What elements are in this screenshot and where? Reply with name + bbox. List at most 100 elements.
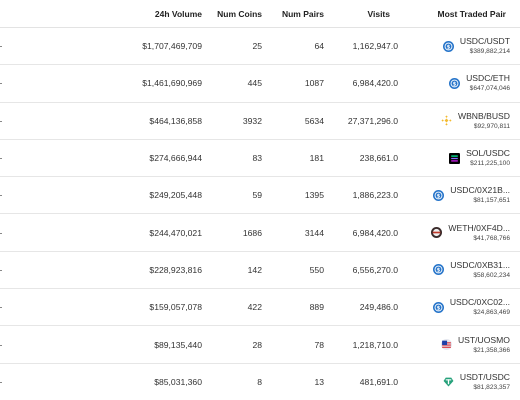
- table-row[interactable]: $85,031,360 8 13 481,691.0 USDT/USDC $81,823,…: [0, 364, 520, 400]
- pair-volume: $92,970,811: [473, 122, 510, 130]
- pair-volume: $81,823,357: [473, 383, 510, 391]
- exchange-table-body: $1,707,469,709 25 64 1,162,947.0 $ USDC/USDT $…: [0, 28, 520, 400]
- num-coins-cell: 3932: [242, 115, 262, 126]
- volume-cell: $85,031,360: [154, 376, 202, 387]
- row-edge-mark: [0, 344, 2, 346]
- num-pairs-cell: 64: [314, 41, 324, 52]
- most-traded-pair-cell[interactable]: $ USDC/USDT $389,882,214: [442, 36, 510, 56]
- usdc-icon: $: [442, 40, 454, 52]
- num-pairs-cell: 1395: [304, 190, 324, 201]
- weth-icon: [431, 227, 443, 239]
- num-coins-cell: 25: [252, 41, 262, 52]
- num-coins-cell: 8: [257, 376, 262, 387]
- table-row[interactable]: $159,057,078 422 889 249,486.0 $ USDC/0XC02..…: [0, 289, 520, 327]
- row-edge-mark: [0, 381, 2, 383]
- svg-text:$: $: [453, 81, 457, 87]
- pair-name[interactable]: USDC/0XB31...: [450, 259, 510, 270]
- row-edge-mark: [0, 195, 2, 197]
- volume-cell: $244,470,021: [149, 227, 202, 238]
- most-traded-pair-cell[interactable]: SOL/USDC $211,225,100: [449, 148, 510, 168]
- pair-name[interactable]: USDC/0XC02...: [449, 297, 510, 308]
- table-row[interactable]: $1,461,690,969 445 1087 6,984,420.0 $ USDC/ET…: [0, 65, 520, 103]
- most-traded-pair-cell[interactable]: WETH/0XF4D... $41,768,766: [431, 223, 510, 243]
- svg-text:$: $: [447, 44, 451, 50]
- pair-volume: $389,882,214: [469, 48, 510, 56]
- most-traded-pair-cell[interactable]: UST/UOSMO $21,358,366: [440, 334, 510, 355]
- row-edge-mark: [0, 232, 2, 234]
- svg-text:$: $: [437, 268, 441, 274]
- table-header: 24h Volume Num Coins Num Pairs Visits Mo…: [0, 0, 520, 28]
- visits-cell: 6,556,270.0: [352, 264, 398, 275]
- num-coins-cell: 142: [247, 264, 262, 275]
- row-edge-mark: [0, 83, 2, 85]
- column-header-visits[interactable]: Visits: [367, 9, 390, 19]
- pair-name[interactable]: SOL/USDC: [466, 148, 510, 159]
- pair-name[interactable]: WETH/0XF4D...: [448, 222, 510, 233]
- svg-text:$: $: [437, 193, 441, 199]
- visits-cell: 6,984,420.0: [352, 78, 398, 89]
- pair-name[interactable]: USDT/USDC: [459, 371, 510, 382]
- table-row[interactable]: $89,135,440 28 78 1,218,710.0 UST/UOSMO $21,3…: [0, 326, 520, 364]
- visits-cell: 1,218,710.0: [352, 339, 398, 350]
- num-pairs-cell: 5634: [304, 115, 324, 126]
- volume-cell: $159,057,078: [149, 302, 202, 313]
- pair-volume: $21,358,366: [473, 346, 510, 354]
- volume-cell: $228,923,816: [149, 264, 202, 275]
- most-traded-pair-cell[interactable]: USDT/USDC $81,823,357: [443, 372, 510, 392]
- volume-cell: $274,666,944: [149, 153, 202, 164]
- table-row[interactable]: $1,707,469,709 25 64 1,162,947.0 $ USDC/USDT $…: [0, 28, 520, 66]
- usdc-icon: $: [449, 77, 461, 89]
- pair-name[interactable]: USDC/USDT: [459, 36, 510, 47]
- most-traded-pair-cell[interactable]: $ USDC/ETH $647,074,046: [449, 73, 510, 93]
- solana-icon: [449, 152, 461, 164]
- num-coins-cell: 1686: [242, 227, 262, 238]
- pair-volume: $211,225,100: [470, 160, 510, 168]
- table-row[interactable]: $274,666,944 83 181 238,661.0 SOL/USDC $211,2…: [0, 140, 520, 178]
- column-header-pairs[interactable]: Num Pairs: [281, 9, 324, 19]
- num-pairs-cell: 13: [314, 376, 324, 387]
- volume-cell: $89,135,440: [154, 339, 202, 350]
- pair-name[interactable]: UST/UOSMO: [457, 334, 510, 345]
- ust-icon: [440, 339, 452, 351]
- row-edge-mark: [0, 46, 2, 48]
- visits-cell: 238,661.0: [359, 153, 398, 164]
- pair-name[interactable]: USDC/0X21B...: [450, 185, 510, 196]
- tether-icon: [443, 376, 454, 387]
- num-coins-cell: 83: [252, 153, 262, 164]
- most-traded-pair-cell[interactable]: $ USDC/0X21B... $81,157,651: [433, 185, 510, 205]
- column-header-volume[interactable]: 24h Volume: [154, 9, 202, 19]
- most-traded-pair-cell[interactable]: $ USDC/0XC02... $24,863,469: [432, 297, 510, 317]
- pair-volume: $24,863,469: [473, 309, 510, 317]
- svg-text:$: $: [437, 305, 441, 311]
- usdc-icon: $: [432, 301, 444, 313]
- pair-name[interactable]: WBNB/BUSD: [457, 110, 510, 121]
- row-edge-mark: [0, 269, 2, 271]
- row-edge-mark: [0, 158, 2, 160]
- table-row[interactable]: $249,205,448 59 1395 1,886,223.0 $ USDC/0X21B…: [0, 177, 520, 215]
- usdc-icon: $: [433, 189, 445, 201]
- table-row[interactable]: $228,923,816 142 550 6,556,270.0 $ USDC/0XB31…: [0, 252, 520, 290]
- pair-volume: $58,602,234: [473, 271, 510, 279]
- usdc-icon: $: [433, 264, 445, 276]
- column-header-most-traded-pair[interactable]: Most Traded Pair: [437, 9, 507, 19]
- pair-name[interactable]: USDC/ETH: [466, 73, 510, 84]
- pair-volume: $647,074,046: [469, 85, 510, 93]
- most-traded-pair-cell[interactable]: WBNB/BUSD $92,970,811: [441, 111, 510, 131]
- pair-volume: $81,157,651: [473, 197, 510, 205]
- num-pairs-cell: 3144: [304, 227, 324, 238]
- volume-cell: $249,205,448: [149, 190, 202, 201]
- visits-cell: 1,886,223.0: [352, 190, 398, 201]
- visits-cell: 249,486.0: [359, 302, 398, 313]
- num-coins-cell: 422: [247, 302, 262, 313]
- visits-cell: 6,984,420.0: [352, 227, 398, 238]
- most-traded-pair-cell[interactable]: $ USDC/0XB31... $58,602,234: [433, 260, 510, 280]
- row-edge-mark: [0, 307, 2, 309]
- table-row[interactable]: $244,470,021 1686 3144 6,984,420.0 WETH/0XF4…: [0, 214, 520, 252]
- visits-cell: 481,691.0: [359, 376, 398, 387]
- num-pairs-cell: 1087: [304, 78, 324, 89]
- column-header-coins[interactable]: Num Coins: [217, 9, 262, 19]
- bnb-icon: [441, 115, 452, 126]
- num-pairs-cell: 550: [309, 264, 324, 275]
- table-row[interactable]: $464,136,858 3932 5634 27,371,296.0 WBNB/BUS…: [0, 103, 520, 140]
- volume-cell: $1,707,469,709: [142, 41, 202, 52]
